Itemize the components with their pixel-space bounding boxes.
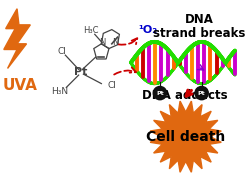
Text: ¹O₂: ¹O₂ xyxy=(138,25,158,35)
Polygon shape xyxy=(150,101,221,172)
Text: H₃N: H₃N xyxy=(51,87,68,96)
Circle shape xyxy=(153,86,167,100)
Text: N: N xyxy=(112,38,119,47)
Text: UVA: UVA xyxy=(3,78,38,93)
Text: Cl: Cl xyxy=(57,47,66,56)
Polygon shape xyxy=(4,9,30,68)
Text: DNA adducts: DNA adducts xyxy=(142,89,228,102)
Text: Pt: Pt xyxy=(74,67,87,77)
Text: Pt: Pt xyxy=(198,91,205,96)
Text: Pt: Pt xyxy=(156,91,164,96)
Text: Cl: Cl xyxy=(107,81,116,90)
Text: DNA
strand breaks: DNA strand breaks xyxy=(153,12,245,40)
Text: H₃C: H₃C xyxy=(83,26,99,35)
Text: Cell death: Cell death xyxy=(146,130,225,144)
Circle shape xyxy=(195,86,208,100)
Text: N: N xyxy=(99,38,106,47)
